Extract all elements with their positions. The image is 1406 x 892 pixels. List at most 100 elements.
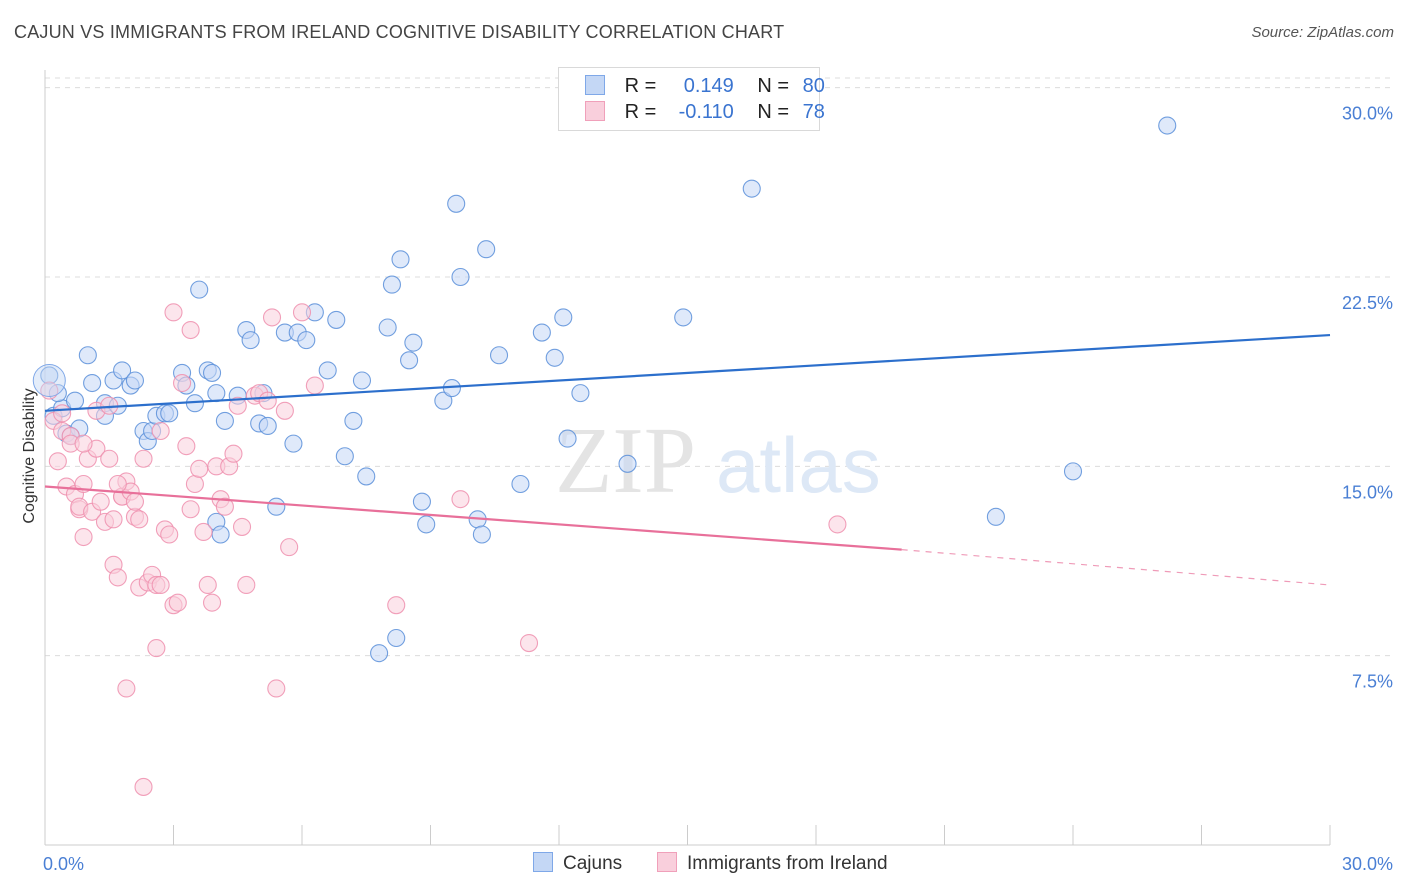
cajun-point (378, 318, 397, 337)
ireland-point (215, 497, 234, 516)
ireland-point (117, 679, 136, 698)
ireland-point (104, 510, 123, 529)
legend-n-value: 78 (802, 101, 825, 123)
ireland-point (275, 401, 294, 420)
cajun-point (986, 507, 1005, 526)
cajun-point (511, 474, 530, 494)
cajun-point (318, 361, 337, 380)
ireland-point (198, 575, 217, 595)
cajun-point (742, 179, 761, 198)
ireland-point (519, 633, 539, 653)
x-tick-label: 0.0% (43, 854, 84, 874)
cajun-point (297, 331, 316, 350)
cajun-point (241, 331, 260, 350)
ireland-point (160, 525, 179, 544)
cajun-point (1063, 462, 1083, 481)
cajun-point (211, 525, 230, 544)
cajun-point (215, 411, 234, 430)
cajun-point (447, 194, 466, 213)
ireland-point (164, 303, 183, 322)
ireland-point (228, 396, 247, 415)
ireland-point (267, 679, 286, 698)
ireland-point (203, 593, 222, 612)
cajun-point (434, 391, 453, 410)
legend-n-label: N = (757, 101, 790, 123)
ireland-point (185, 474, 204, 494)
cajun-point (207, 384, 226, 403)
cajun-trend-line (44, 333, 1331, 412)
cajun-point (125, 371, 144, 390)
y-tick-label: 30.0% (1342, 104, 1393, 124)
cajun-point (412, 492, 431, 511)
ireland-point (151, 575, 170, 595)
cajun-point (344, 411, 363, 430)
ireland-point (237, 575, 256, 595)
cajun-point (417, 515, 436, 534)
legend-swatch-cajuns (585, 75, 605, 95)
ireland-point (177, 437, 196, 456)
cajun-point (489, 346, 509, 365)
ireland-point (125, 492, 144, 511)
ireland-point (130, 510, 149, 529)
grid (45, 77, 1390, 657)
cajun-point (404, 333, 423, 352)
legend-r-value: -0.110 (678, 101, 734, 123)
cajun-point-large (32, 364, 66, 398)
ireland-point (134, 449, 153, 468)
ireland-point (258, 391, 277, 410)
ireland-point (91, 492, 110, 511)
cajun-point (472, 525, 491, 544)
legend-n-label: N = (757, 75, 790, 97)
ireland-point (74, 434, 93, 453)
watermark: ZIP atlas (555, 409, 881, 513)
ireland-point (181, 320, 200, 340)
cajun-point (1158, 116, 1177, 135)
ireland-point (262, 308, 282, 327)
ireland-point (387, 596, 406, 615)
cajun-point (83, 373, 102, 393)
cajun-point (113, 361, 132, 380)
cajun-point (203, 363, 222, 382)
ireland-point (40, 381, 59, 400)
cajun-point (284, 434, 303, 453)
ireland-point (451, 490, 470, 509)
bottom-legend-label-ireland: Immigrants from Ireland (687, 853, 888, 874)
cajun-point (618, 454, 637, 473)
ireland-point (232, 517, 252, 536)
axes (44, 70, 1331, 846)
legend-r-value: 0.149 (683, 75, 734, 97)
ireland-point (100, 449, 119, 468)
bottom-legend-swatch-ireland (657, 852, 677, 872)
chart-title: CAJUN VS IMMIGRANTS FROM IRELAND COGNITI… (14, 22, 785, 42)
y-tick-label: 7.5% (1352, 672, 1393, 692)
ireland-point (48, 452, 67, 471)
cajun-point (477, 240, 496, 259)
ireland-point (168, 593, 187, 612)
cajun-point (352, 371, 372, 390)
ireland-point (151, 421, 170, 441)
ireland-point (190, 459, 209, 478)
legend-row-cajuns: R = 0.149 N = 80 (585, 75, 825, 101)
ireland-point (147, 639, 166, 658)
bottom-legend-cajuns: Cajuns (533, 852, 622, 875)
x-tick-label: 30.0% (1342, 854, 1393, 874)
ireland-point (134, 777, 153, 796)
cajun-point (451, 267, 470, 287)
legend-row-ireland: R = -0.110 N = 78 (585, 101, 825, 127)
cajun-point (370, 644, 389, 663)
ireland-point (194, 522, 213, 542)
cajun-point (78, 346, 97, 365)
cajun-point (400, 351, 419, 370)
ireland-point (108, 568, 127, 587)
tick-labels: 7.5% 15.0% 22.5% 30.0% 0.0% 30.0% (43, 104, 1393, 874)
watermark-atlas: atlas (716, 421, 881, 509)
bottom-legend-label-cajuns: Cajuns (563, 853, 623, 874)
ireland-point (108, 474, 127, 494)
cajun-point (267, 497, 286, 516)
ireland-point (292, 303, 312, 322)
legend-r-label: R = (624, 101, 657, 123)
cajun-point (65, 391, 85, 410)
legend-r-label: R = (624, 75, 657, 97)
bottom-legend-swatch-cajuns (533, 852, 553, 872)
